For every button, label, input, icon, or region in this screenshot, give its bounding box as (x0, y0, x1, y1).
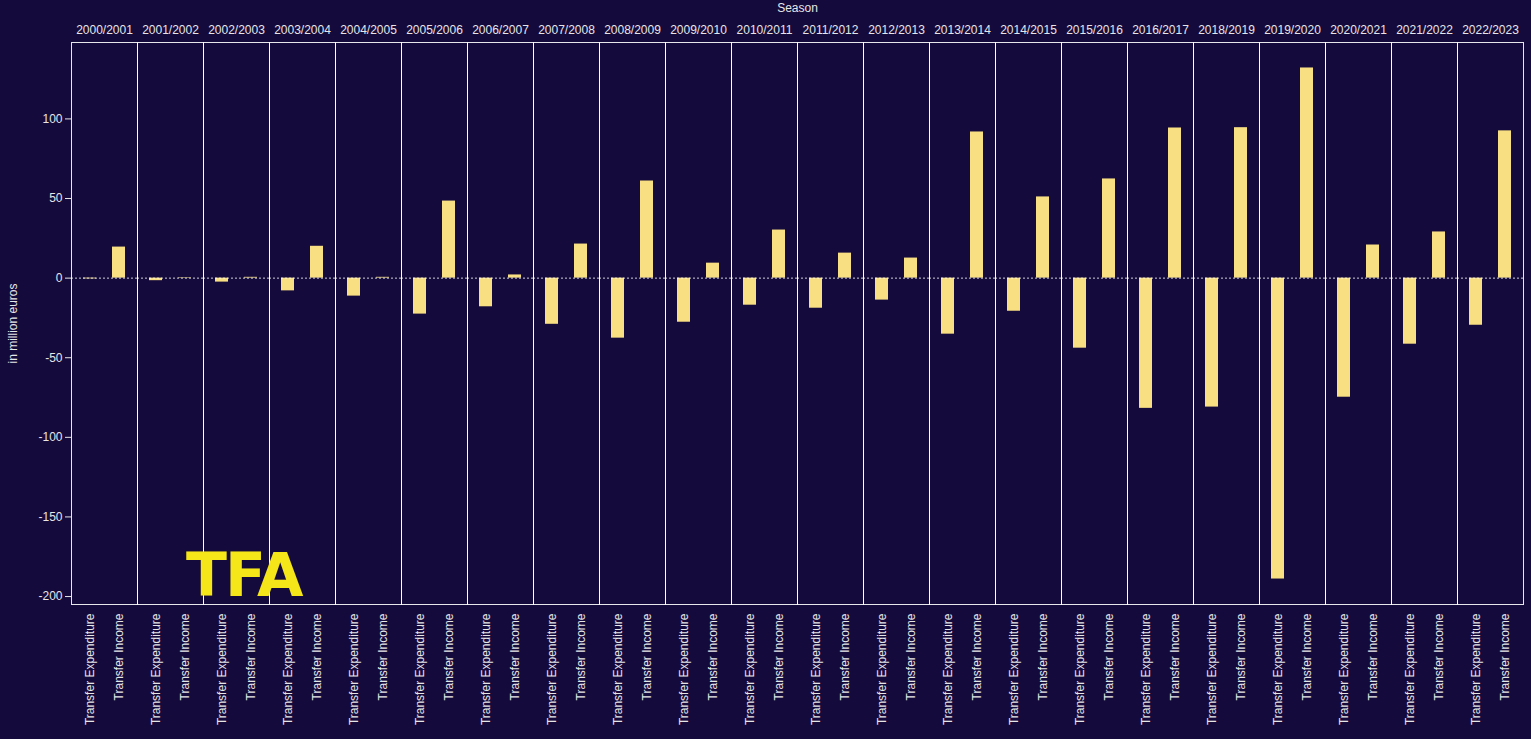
svg-text:Transfer Expenditure: Transfer Expenditure (611, 613, 625, 725)
svg-text:50: 50 (49, 191, 63, 205)
svg-text:Transfer Income: Transfer Income (574, 613, 588, 700)
svg-text:Transfer Income: Transfer Income (838, 613, 852, 700)
svg-text:Transfer Income: Transfer Income (508, 613, 522, 700)
svg-text:Transfer Expenditure: Transfer Expenditure (479, 613, 493, 725)
svg-text:Transfer Expenditure: Transfer Expenditure (545, 613, 559, 725)
svg-text:Transfer Income: Transfer Income (970, 613, 984, 700)
svg-text:Transfer Income: Transfer Income (1036, 613, 1050, 700)
svg-text:Transfer Income: Transfer Income (112, 613, 126, 700)
svg-text:Season: Season (777, 1, 818, 15)
svg-text:Transfer Income: Transfer Income (376, 613, 390, 700)
svg-text:2021/2022: 2021/2022 (1396, 23, 1453, 37)
svg-text:Transfer Expenditure: Transfer Expenditure (875, 613, 889, 725)
svg-text:2015/2016: 2015/2016 (1066, 23, 1123, 37)
svg-text:2019/2020: 2019/2020 (1264, 23, 1321, 37)
svg-text:2012/2013: 2012/2013 (868, 23, 925, 37)
svg-text:2020/2021: 2020/2021 (1330, 23, 1387, 37)
svg-text:2002/2003: 2002/2003 (208, 23, 265, 37)
svg-text:-200: -200 (38, 589, 62, 603)
svg-text:Transfer Income: Transfer Income (442, 613, 456, 700)
svg-text:-100: -100 (38, 430, 62, 444)
svg-text:2009/2010: 2009/2010 (670, 23, 727, 37)
svg-text:Transfer Income: Transfer Income (706, 613, 720, 700)
svg-text:100: 100 (42, 112, 62, 126)
svg-text:Transfer Income: Transfer Income (640, 613, 654, 700)
svg-text:Transfer Expenditure: Transfer Expenditure (1469, 613, 1483, 725)
svg-text:Transfer Income: Transfer Income (310, 613, 324, 700)
svg-text:Transfer Income: Transfer Income (904, 613, 918, 700)
svg-text:Transfer Expenditure: Transfer Expenditure (809, 613, 823, 725)
svg-text:2007/2008: 2007/2008 (538, 23, 595, 37)
svg-text:Transfer Expenditure: Transfer Expenditure (149, 613, 163, 725)
svg-text:Transfer Expenditure: Transfer Expenditure (83, 613, 97, 725)
svg-text:Transfer Expenditure: Transfer Expenditure (1007, 613, 1021, 725)
svg-text:2022/2023: 2022/2023 (1462, 23, 1519, 37)
svg-text:Transfer Expenditure: Transfer Expenditure (1139, 613, 1153, 725)
svg-text:2010/2011: 2010/2011 (737, 23, 793, 37)
svg-text:Transfer Income: Transfer Income (772, 613, 786, 700)
svg-text:0: 0 (56, 271, 63, 285)
svg-text:Transfer Expenditure: Transfer Expenditure (1271, 613, 1285, 725)
svg-text:Transfer Expenditure: Transfer Expenditure (941, 613, 955, 725)
svg-text:2003/2004: 2003/2004 (274, 23, 331, 37)
svg-text:2014/2015: 2014/2015 (1000, 23, 1057, 37)
svg-text:Transfer Expenditure: Transfer Expenditure (281, 613, 295, 725)
svg-text:Transfer Income: Transfer Income (1498, 613, 1512, 700)
svg-text:Transfer Expenditure: Transfer Expenditure (1337, 613, 1351, 725)
svg-text:2018/2019: 2018/2019 (1198, 23, 1255, 37)
svg-text:2006/2007: 2006/2007 (472, 23, 529, 37)
svg-text:Transfer Expenditure: Transfer Expenditure (347, 613, 361, 725)
svg-text:in million euros: in million euros (6, 283, 20, 363)
svg-text:2001/2002: 2001/2002 (142, 23, 199, 37)
svg-text:Transfer Expenditure: Transfer Expenditure (743, 613, 757, 725)
svg-text:Transfer Expenditure: Transfer Expenditure (1403, 613, 1417, 725)
svg-text:2008/2009: 2008/2009 (604, 23, 661, 37)
svg-text:-150: -150 (38, 510, 62, 524)
svg-text:2000/2001: 2000/2001 (76, 23, 133, 37)
svg-text:2016/2017: 2016/2017 (1132, 23, 1189, 37)
svg-text:2011/2012: 2011/2012 (803, 23, 859, 37)
svg-text:2005/2006: 2005/2006 (406, 23, 463, 37)
svg-text:Transfer Income: Transfer Income (244, 613, 258, 700)
svg-text:Transfer Expenditure: Transfer Expenditure (677, 613, 691, 725)
svg-text:2004/2005: 2004/2005 (340, 23, 397, 37)
svg-text:Transfer Expenditure: Transfer Expenditure (215, 613, 229, 725)
svg-text:Transfer Income: Transfer Income (1102, 613, 1116, 700)
svg-text:2013/2014: 2013/2014 (934, 23, 991, 37)
svg-text:Transfer Income: Transfer Income (1168, 613, 1182, 700)
svg-text:Transfer Income: Transfer Income (178, 613, 192, 700)
svg-text:Transfer Income: Transfer Income (1432, 613, 1446, 700)
svg-text:Transfer Income: Transfer Income (1234, 613, 1248, 700)
svg-text:Transfer Expenditure: Transfer Expenditure (413, 613, 427, 725)
svg-text:-50: -50 (45, 351, 63, 365)
svg-text:Transfer Expenditure: Transfer Expenditure (1073, 613, 1087, 725)
html-text:TFA: TFA (186, 540, 302, 610)
svg-text:Transfer Income: Transfer Income (1366, 613, 1380, 700)
svg-text:Transfer Expenditure: Transfer Expenditure (1205, 613, 1219, 725)
svg-text:Transfer Income: Transfer Income (1300, 613, 1314, 700)
